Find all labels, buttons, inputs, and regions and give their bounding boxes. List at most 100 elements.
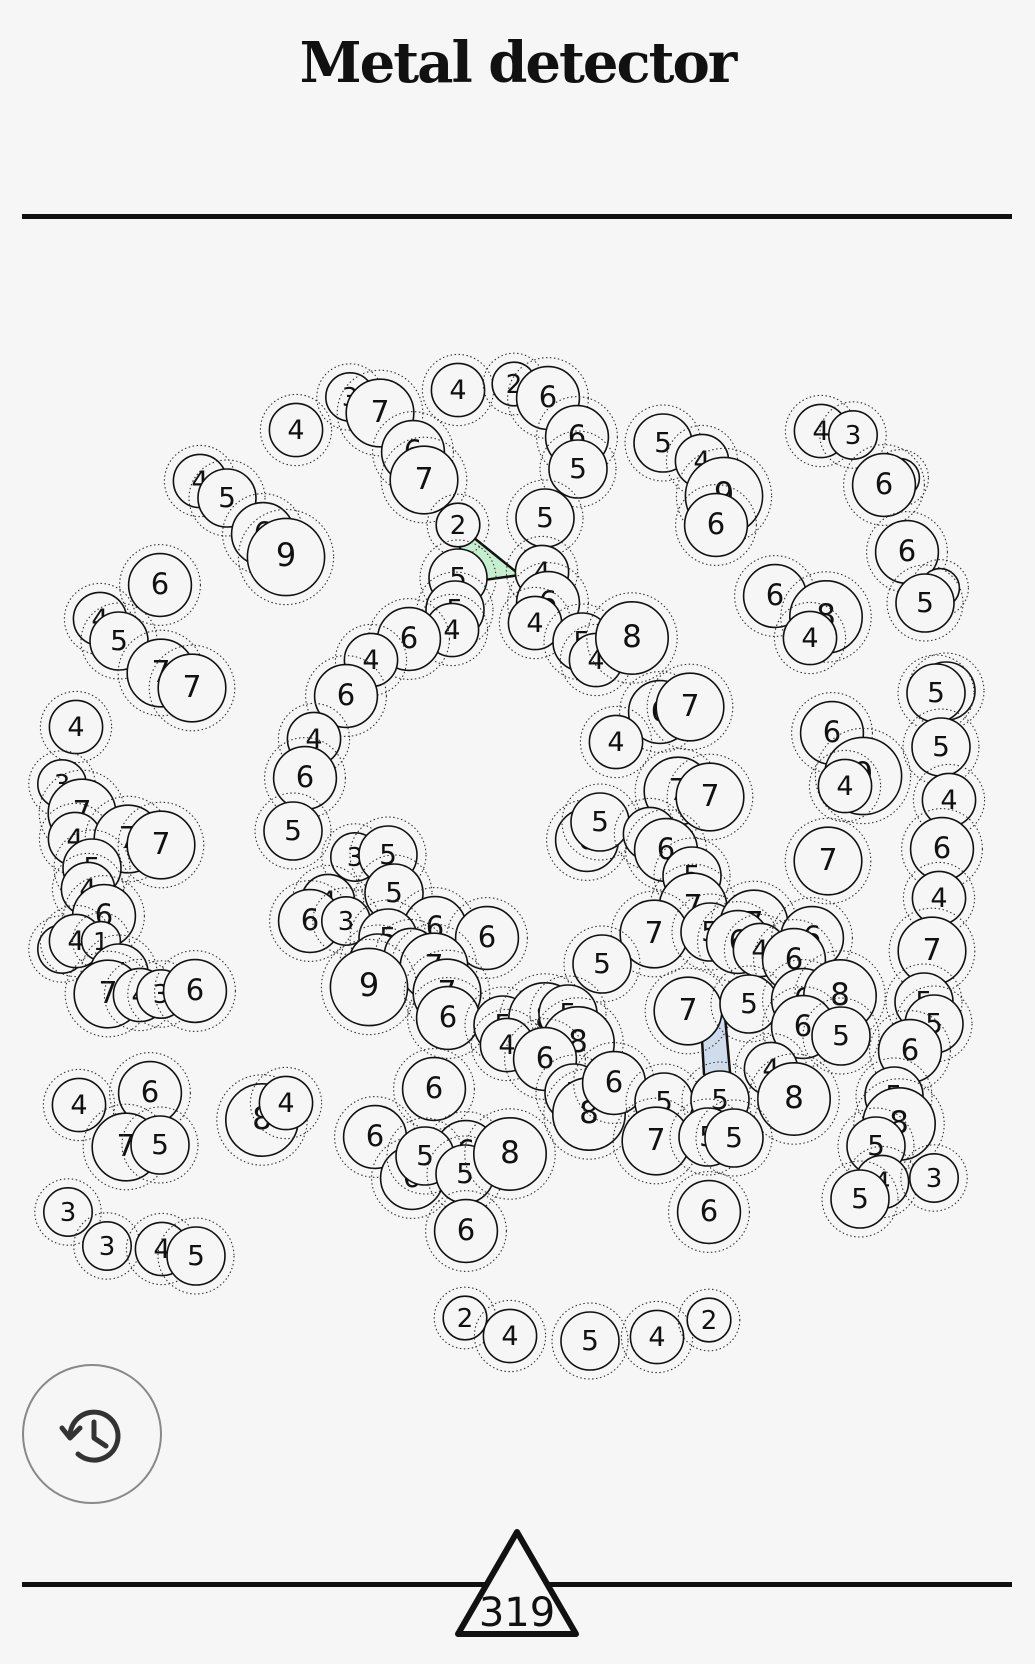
token-number: 5: [740, 987, 758, 1020]
number-token[interactable]: 4: [773, 601, 847, 675]
number-token[interactable]: 2: [433, 1286, 497, 1350]
number-token[interactable]: 6: [668, 1171, 750, 1253]
token-halo: [855, 1057, 933, 1135]
number-token[interactable]: 4: [620, 1300, 694, 1374]
history-button[interactable]: [22, 1364, 162, 1504]
token-halo: [912, 763, 986, 837]
token-number: 7: [700, 779, 719, 814]
token-halo: [237, 508, 335, 606]
token-number: 4: [501, 1321, 518, 1352]
token-circle: [157, 653, 227, 723]
number-token[interactable]: 5: [821, 1160, 899, 1238]
number-token[interactable]: 2: [677, 1288, 741, 1352]
page-title: Metal detector: [299, 30, 738, 96]
number-token[interactable]: 6: [901, 808, 983, 890]
number-token[interactable]: 6: [866, 511, 948, 593]
token-number: 6: [425, 1071, 443, 1105]
number-token[interactable]: 5: [802, 997, 880, 1075]
token-halo: [425, 1190, 507, 1272]
number-token[interactable]: 6: [675, 484, 757, 566]
number-token[interactable]: 7: [117, 801, 205, 889]
number-token[interactable]: 4: [39, 690, 113, 764]
token-number: 4: [801, 623, 818, 654]
number-token[interactable]: 7: [644, 967, 732, 1055]
token-halo: [853, 1078, 945, 1170]
number-token[interactable]: 9: [237, 508, 335, 606]
number-token[interactable]: 5: [563, 925, 641, 1003]
number-token[interactable]: 5: [539, 430, 617, 508]
token-halo: [784, 817, 872, 905]
token-circle: [683, 492, 749, 558]
token-number: 7: [922, 933, 941, 968]
token-circle: [830, 1169, 890, 1229]
token-number: 5: [416, 1139, 434, 1172]
number-token[interactable]: 4: [579, 705, 653, 779]
token-halo: [506, 479, 584, 557]
token-number: 5: [851, 1182, 869, 1215]
number-token[interactable]: 5: [897, 654, 975, 732]
number-token[interactable]: 4: [498, 586, 572, 660]
number-token[interactable]: 6: [264, 737, 346, 819]
token-circle: [572, 934, 632, 994]
number-token[interactable]: 4: [249, 1066, 323, 1140]
number-token[interactable]: 5: [121, 1106, 199, 1184]
number-token[interactable]: 6: [843, 444, 925, 526]
token-number: 6: [605, 1065, 623, 1099]
number-token[interactable]: 6: [119, 544, 201, 626]
number-token[interactable]: 5: [254, 792, 332, 870]
token-circle: [258, 1075, 314, 1131]
number-token[interactable]: 7: [784, 817, 872, 905]
number-token[interactable]: 2: [426, 493, 490, 557]
token-number: 6: [301, 903, 319, 937]
token-circle: [246, 517, 326, 597]
token-number: 7: [370, 395, 389, 430]
token-number: 6: [296, 760, 314, 794]
token-halo: [507, 562, 589, 644]
number-token[interactable]: 7: [888, 907, 976, 995]
number-token[interactable]: 8: [464, 1108, 556, 1200]
number-token[interactable]: 4: [421, 353, 495, 427]
number-token[interactable]: 6: [109, 1052, 191, 1134]
token-halo: [794, 950, 886, 1042]
number-token[interactable]: 7: [148, 644, 236, 732]
token-halo: [677, 1288, 741, 1352]
number-token[interactable]: 5: [886, 564, 964, 642]
number-token[interactable]: 7: [646, 663, 734, 751]
number-token[interactable]: 7: [666, 753, 754, 841]
token-halo: [780, 571, 872, 663]
number-token[interactable]: 8: [586, 592, 678, 684]
token-circle: [389, 445, 459, 515]
token-number: 5: [284, 814, 302, 847]
token-halo: [539, 430, 617, 508]
number-token[interactable]: 5: [695, 1099, 773, 1177]
number-token[interactable]: 9: [320, 938, 418, 1036]
number-token[interactable]: 6: [446, 897, 528, 979]
number-token[interactable]: 3: [900, 1144, 968, 1212]
number-token[interactable]: 6: [425, 1190, 507, 1272]
token-halo: [305, 655, 387, 737]
top-divider: [22, 214, 1012, 219]
token-circle: [560, 1311, 620, 1371]
token-circle: [594, 600, 669, 675]
number-token[interactable]: 3: [34, 1178, 102, 1246]
number-token[interactable]: 5: [551, 1302, 629, 1380]
number-token[interactable]: 5: [902, 708, 980, 786]
number-token[interactable]: 4: [42, 1068, 116, 1142]
number-token[interactable]: 3: [819, 401, 887, 469]
number-token[interactable]: 7: [380, 436, 468, 524]
token-number: 6: [898, 534, 916, 568]
number-token[interactable]: 3: [73, 1212, 141, 1280]
number-token[interactable]: 6: [305, 655, 387, 737]
number-token[interactable]: 6: [154, 950, 236, 1032]
number-token[interactable]: 3: [312, 887, 380, 955]
number-token[interactable]: 4: [808, 749, 882, 823]
number-token[interactable]: 6: [393, 1048, 475, 1130]
token-number: 5: [110, 624, 128, 657]
number-token[interactable]: 5: [506, 479, 584, 557]
token-circle: [895, 573, 955, 633]
number-token[interactable]: 5: [157, 1217, 235, 1295]
number-token[interactable]: 4: [473, 1299, 547, 1373]
token-halo: [188, 459, 266, 537]
number-token[interactable]: 4: [259, 393, 333, 467]
